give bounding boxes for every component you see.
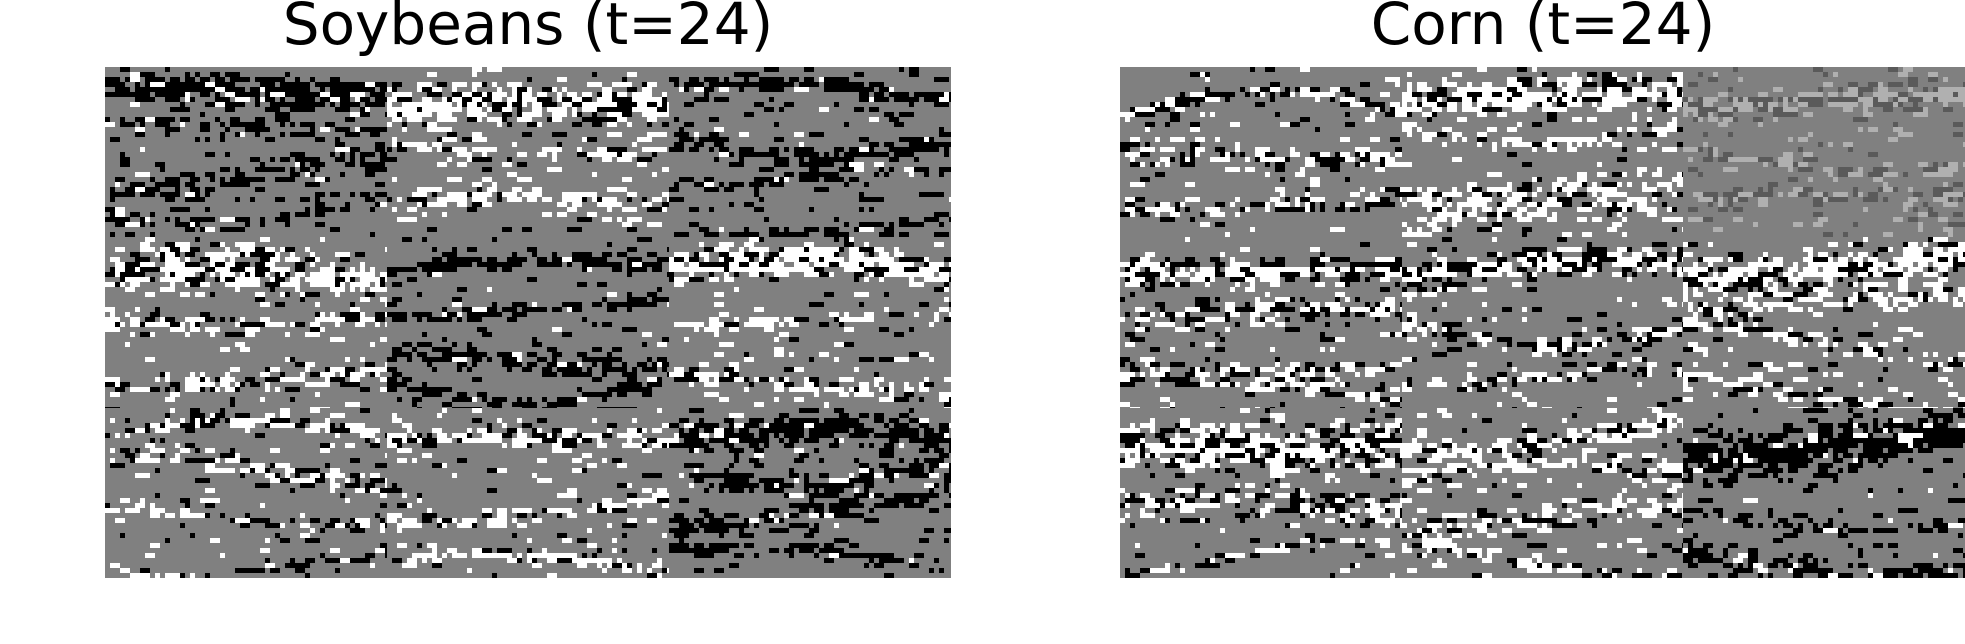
tile-texture (1402, 237, 1683, 408)
soybeans-image-panel (105, 67, 951, 578)
tile-texture (1683, 237, 1965, 408)
image-tile (1120, 237, 1402, 408)
image-tile (387, 237, 669, 408)
tile-texture (105, 67, 387, 237)
tile-texture (1120, 408, 1402, 578)
image-tile (1683, 67, 1965, 237)
tile-texture (1120, 67, 1402, 237)
tile-texture (1402, 408, 1683, 578)
image-tile (1120, 408, 1402, 578)
image-tile (1683, 237, 1965, 408)
image-tile (669, 237, 951, 408)
soybeans-panel-title: Soybeans (t=24) (282, 0, 774, 58)
tile-texture (1120, 237, 1402, 408)
tile-texture (387, 67, 669, 237)
tile-texture (387, 408, 669, 578)
image-tile (387, 408, 669, 578)
tile-texture (105, 237, 387, 408)
tile-texture (669, 408, 951, 578)
tile-texture (1683, 67, 1965, 237)
image-tile (1683, 408, 1965, 578)
image-tile (1402, 408, 1683, 578)
image-tile (669, 408, 951, 578)
corn-image-panel (1120, 67, 1965, 578)
image-tile (1402, 67, 1683, 237)
tile-texture (105, 408, 387, 578)
image-tile (387, 67, 669, 237)
tile-texture (1402, 67, 1683, 237)
corn-panel-title: Corn (t=24) (1370, 0, 1716, 58)
image-tile (105, 237, 387, 408)
image-tile (669, 67, 951, 237)
tile-texture (1683, 408, 1965, 578)
image-tile (1402, 237, 1683, 408)
tile-texture (669, 237, 951, 408)
tile-texture (669, 67, 951, 237)
image-tile (105, 67, 387, 237)
image-tile (105, 408, 387, 578)
image-tile (1120, 67, 1402, 237)
tile-texture (387, 237, 669, 408)
